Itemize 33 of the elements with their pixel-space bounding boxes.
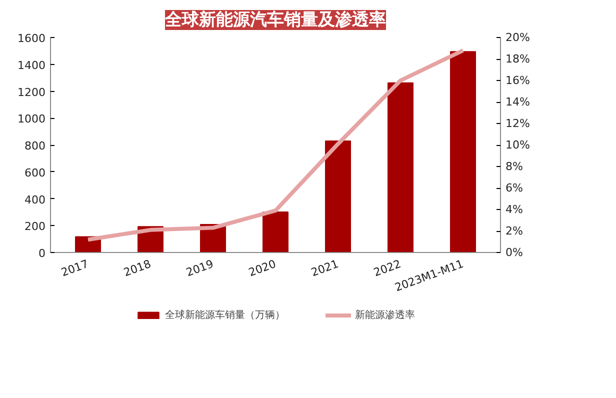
x-tick-label: 2019 (184, 257, 216, 280)
y-tick-label: 1000 (18, 112, 46, 126)
y-tick-label: 800 (24, 140, 46, 152)
y2-tick-label: 0% (506, 246, 523, 259)
x-tick-label: 2021 (309, 257, 340, 280)
x-tick-label: 2017 (59, 257, 90, 280)
y2-tick-label: 14% (506, 96, 530, 108)
y2-tick-label: 8% (506, 160, 523, 173)
y-tick-label: 1200 (18, 86, 46, 99)
y-tick-label: 1600 (18, 32, 46, 45)
bar (388, 82, 414, 252)
y2-tick-label: 2% (506, 224, 523, 238)
y2-tick-label: 18% (506, 52, 530, 66)
x-tick-label: 2018 (122, 257, 153, 280)
y2-tick-label: 16% (506, 74, 530, 87)
y2-tick-label: 20% (506, 31, 530, 44)
bar (450, 51, 476, 252)
y2-tick-label: 12% (506, 117, 530, 130)
y2-tick-label: 4% (506, 203, 523, 216)
line-series (86, 48, 465, 242)
y-tick-label: 1400 (18, 58, 46, 72)
bar (262, 212, 288, 252)
legend-label: 全球新能源车销量（万辆） (165, 308, 285, 322)
bar (325, 140, 351, 252)
chart-title: 全球新能源汽车销量及渗透率 (164, 10, 386, 30)
legend-label: 新能源渗透率 (355, 308, 415, 322)
x-tick-label: 2020 (246, 257, 278, 280)
y-tick-label: 200 (24, 220, 46, 234)
y-tick-label: 0 (38, 247, 46, 260)
y2-tick-label: 6% (506, 182, 523, 194)
y-tick-label: 600 (24, 166, 46, 180)
y2-tick-label: 10% (506, 138, 530, 152)
y-tick-label: 400 (24, 193, 46, 206)
